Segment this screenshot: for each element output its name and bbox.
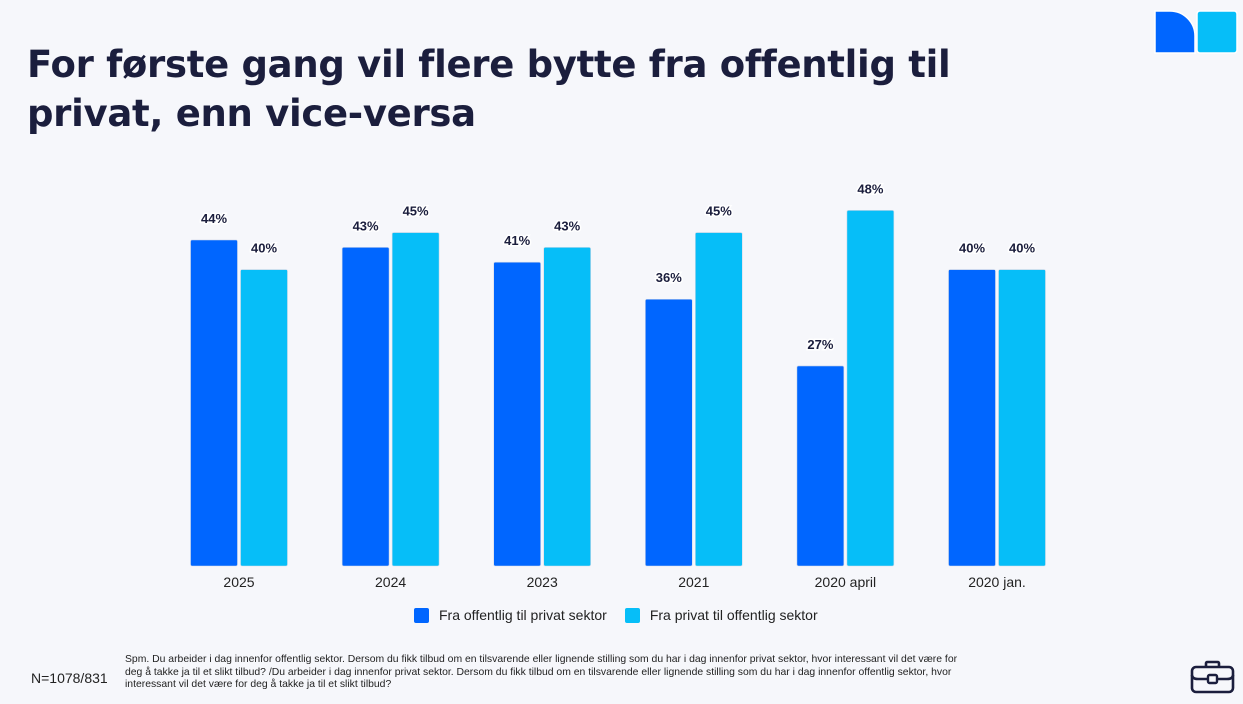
data-label: 36% xyxy=(656,270,682,285)
x-tick-label: 2023 xyxy=(527,574,558,590)
sample-size: N=1078/831 xyxy=(31,670,108,686)
bar-group: 43% 45% 2024 xyxy=(341,202,440,590)
legend-label-series2: Fra privat til offentlig sektor xyxy=(649,607,818,623)
data-label: 40% xyxy=(959,241,985,256)
bar-series2 xyxy=(240,269,288,567)
data-label: 43% xyxy=(353,218,379,233)
bar-group: 36% 45% 2021 xyxy=(644,202,743,590)
data-label: 41% xyxy=(504,233,530,248)
x-tick-label: 2021 xyxy=(678,574,709,590)
bar-series2 xyxy=(694,232,743,567)
chart-legend: Fra offentlig til privat sektor Fra priv… xyxy=(414,607,836,623)
bar-group: 27% 48% 2020 april xyxy=(796,180,895,590)
data-label: 40% xyxy=(251,241,277,256)
bar-chart: 44% 40% 2025 43% 45% 2024 41% 43% 2023 36% 45% 2021… xyxy=(190,180,1046,590)
slide-title: For første gang vil flere bytte fra offe… xyxy=(27,43,951,135)
data-label: 44% xyxy=(201,211,227,226)
bar-series1 xyxy=(341,247,390,567)
bar-series1 xyxy=(948,269,996,567)
x-tick-label: 2020 jan. xyxy=(968,574,1026,590)
bar-group: 40% 40% 2020 jan. xyxy=(948,239,1046,590)
bar-series2 xyxy=(391,232,440,567)
legend-swatch-series1 xyxy=(414,607,429,623)
legend-item-privat-til-offentlig: Fra privat til offentlig sektor xyxy=(624,607,818,623)
data-label: 45% xyxy=(403,204,429,219)
bar-series2 xyxy=(846,210,895,567)
bar-series1 xyxy=(644,298,693,567)
data-label: 45% xyxy=(706,204,732,219)
bar-series1 xyxy=(796,365,845,567)
brand-logo-icon xyxy=(1154,10,1238,54)
footnote-question: Spm. Du arbeider i dag innenfor offentli… xyxy=(125,654,958,690)
data-label: 48% xyxy=(857,181,883,196)
x-tick-label: 2025 xyxy=(223,574,254,590)
bar-group: 44% 40% 2025 xyxy=(190,209,288,590)
bar-series2 xyxy=(998,269,1046,567)
x-tick-label: 2024 xyxy=(375,574,406,590)
bar-series2 xyxy=(543,247,592,567)
data-label: 27% xyxy=(807,337,833,352)
briefcase-icon xyxy=(1190,660,1235,694)
data-label: 43% xyxy=(554,218,580,233)
bar-series1 xyxy=(493,261,542,567)
data-label: 40% xyxy=(1009,241,1035,256)
bar-series1 xyxy=(190,239,238,567)
legend-label-series1: Fra offentlig til privat sektor xyxy=(439,607,607,623)
legend-item-offentlig-til-privat: Fra offentlig til privat sektor xyxy=(414,607,607,623)
legend-swatch-series2 xyxy=(624,607,640,623)
bar-group: 41% 43% 2023 xyxy=(493,217,592,590)
x-tick-label: 2020 april xyxy=(815,574,877,590)
